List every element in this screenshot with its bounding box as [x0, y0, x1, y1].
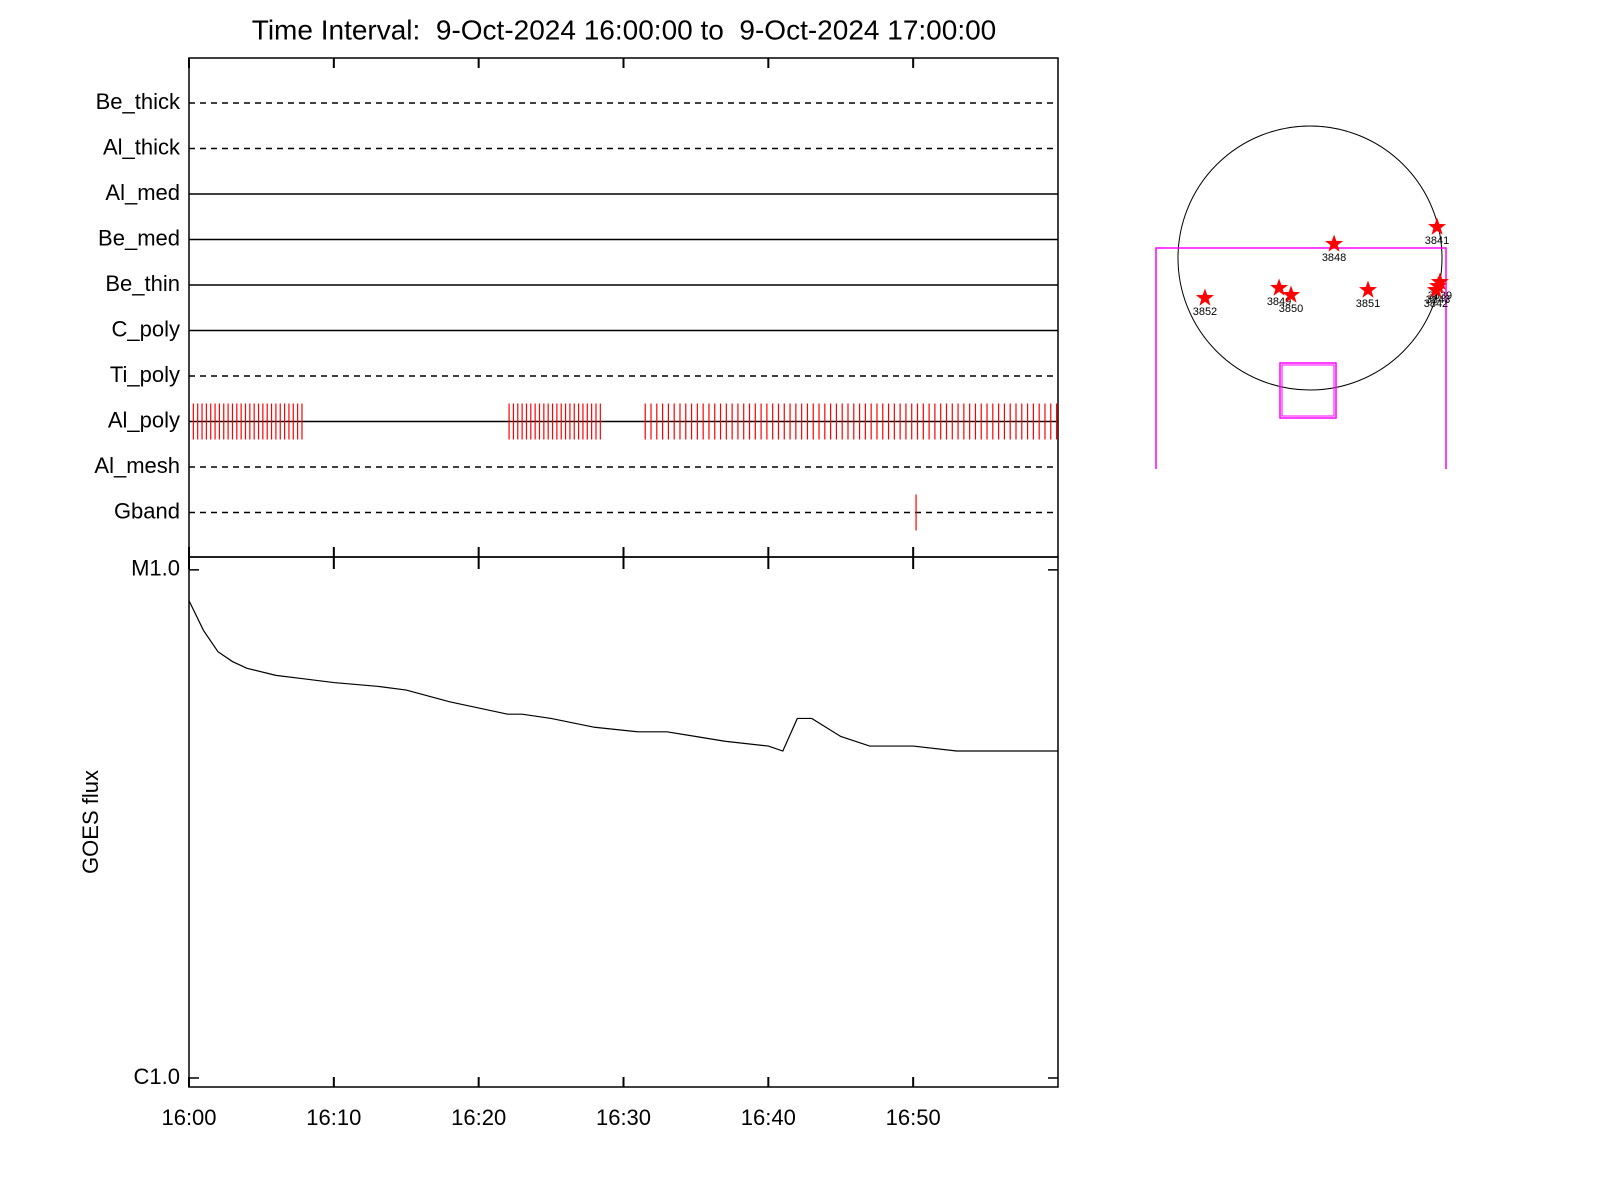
x-tick-label: 16:50 [886, 1105, 941, 1130]
row-label: Al_poly [108, 407, 180, 432]
row-label: Al_thick [103, 134, 181, 159]
region-label: 3849 [1267, 296, 1291, 308]
region-label: 3848 [1322, 252, 1346, 264]
region-label: 3841 [1425, 235, 1449, 247]
region-star [1325, 234, 1344, 252]
region-star [1282, 285, 1301, 303]
chart-title: Time Interval: 9-Oct-2024 16:00:00 to 9-… [252, 14, 997, 45]
y-tick-label: M1.0 [131, 556, 180, 581]
y-axis-label: GOES flux [78, 770, 103, 874]
region-star [1426, 280, 1445, 298]
solar-disk [1177, 125, 1443, 391]
region-star [1430, 272, 1449, 290]
x-tick-label: 16:40 [741, 1105, 796, 1130]
region-label: 3852 [1193, 306, 1217, 318]
region-label: 3851 [1356, 298, 1380, 310]
x-tick-label: 16:20 [451, 1105, 506, 1130]
row-label: Be_thin [105, 271, 180, 296]
region-star [1359, 280, 1378, 298]
row-label: C_poly [112, 316, 180, 341]
fov-box-inner [1281, 364, 1335, 417]
row-label: Ti_poly [110, 362, 180, 387]
x-tick-label: 16:10 [306, 1105, 361, 1130]
goes-frame [188, 556, 1059, 1088]
region-label: 3850 [1279, 303, 1303, 315]
region-star [1429, 276, 1447, 294]
x-tick-label: 16:30 [596, 1105, 651, 1130]
region-star [1270, 278, 1289, 296]
y-tick-label: C1.0 [134, 1064, 180, 1089]
timeline-frame [188, 57, 1059, 558]
region-label: 3842 [1424, 298, 1448, 310]
row-label: Be_med [98, 225, 180, 250]
field-of-view [1155, 247, 1447, 469]
row-label: Al_mesh [94, 453, 180, 478]
fov-box [1279, 362, 1337, 419]
row-label: Be_thick [96, 89, 181, 114]
row-label: Gband [114, 498, 180, 523]
region-label: 3843 [1426, 294, 1450, 306]
region-star [1428, 217, 1447, 235]
x-tick-label: 16:00 [161, 1105, 216, 1130]
row-label: Al_med [105, 180, 180, 205]
goes-curve [188, 600, 1058, 752]
region-star [1195, 288, 1214, 306]
